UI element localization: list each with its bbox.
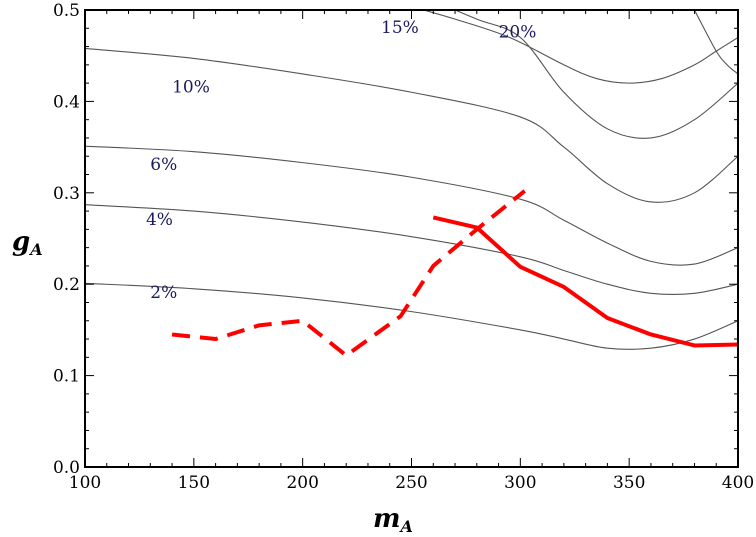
x-tick-label: 400 — [722, 473, 754, 493]
x-tick-label: 200 — [286, 473, 318, 493]
contour-line-5 — [421, 10, 738, 84]
contour-line-6 — [693, 10, 738, 75]
y-tick-label: 0.4 — [53, 92, 80, 112]
contour-label-3: 10% — [172, 77, 210, 97]
x-axis-label: mA — [373, 504, 413, 536]
contour-line-4 — [453, 10, 738, 139]
y-tick-label: 0.3 — [53, 184, 80, 204]
x-tick-label: 350 — [613, 473, 645, 493]
tick-labels: 100 150 200 250 300 350 400 0.0 0.1 0.2 0.3 0.4 0.5 — [53, 1, 754, 493]
series-dashed-line — [171, 189, 526, 358]
y-tick-label: 0.1 — [53, 367, 80, 387]
contour-line-3 — [85, 47, 738, 203]
contour-label-5: 15% — [381, 18, 419, 38]
contour-line-1 — [85, 204, 738, 296]
contour-lines — [85, 10, 738, 350]
contour-label-1: 4% — [146, 210, 173, 230]
x-tick-label: 300 — [504, 473, 536, 493]
y-tick-label: 0.2 — [53, 275, 80, 295]
contour-label-0: 2% — [150, 283, 177, 303]
contour-labels: 2% 4% 6% 10% 15% 20% — [146, 18, 536, 303]
contour-line-2 — [85, 145, 738, 266]
y-axis-label: gA — [12, 227, 43, 259]
series-solid-line — [432, 215, 738, 348]
y-tick-label: 0.0 — [53, 458, 80, 478]
x-tick-label: 250 — [395, 473, 427, 493]
contour-label-6: 20% — [499, 22, 537, 42]
y-tick-label: 0.5 — [53, 1, 80, 21]
axis-ticks — [84, 9, 739, 468]
red-series — [171, 189, 738, 358]
x-tick-label: 150 — [178, 473, 210, 493]
contour-label-2: 6% — [150, 155, 177, 175]
x-tick-label: 100 — [69, 473, 101, 493]
contour-line-0 — [85, 282, 738, 350]
